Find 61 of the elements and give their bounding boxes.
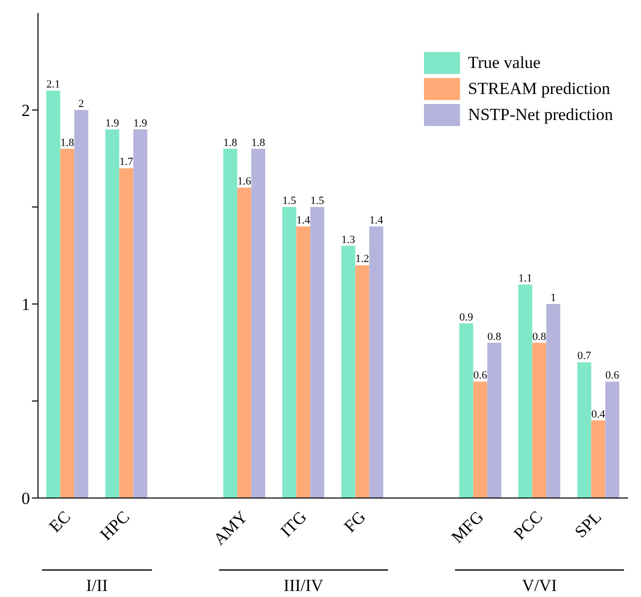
data-label: 0.7 [577, 350, 592, 362]
legend-label: NSTP-Net prediction [468, 105, 613, 125]
data-label: 2.1 [46, 78, 60, 91]
x-tick-label: ITG [276, 507, 310, 541]
x-tick-label: FG [340, 507, 370, 536]
bar [105, 129, 120, 498]
data-label: 1.1 [518, 272, 532, 285]
data-label: 1.2 [355, 253, 370, 266]
bar [223, 148, 238, 498]
bar [518, 284, 532, 498]
bar [546, 304, 560, 498]
bar [60, 148, 74, 498]
bar [355, 265, 370, 498]
bar [605, 382, 620, 498]
data-label: 0.8 [487, 330, 502, 343]
data-label: 0.9 [459, 311, 474, 324]
data-label: 1.5 [282, 195, 297, 207]
data-label: 1.8 [223, 136, 238, 149]
text: V/VI [522, 576, 558, 595]
data-label: 1.6 [237, 176, 252, 188]
data-label: 2 [78, 98, 84, 110]
legend-label: True value [468, 53, 541, 73]
data-label: 1.4 [296, 214, 311, 226]
bar [310, 207, 324, 498]
bar [473, 382, 488, 498]
data-label: 1.3 [341, 234, 356, 246]
bar [74, 110, 88, 498]
y-tick-label: 0 [22, 489, 30, 508]
data-label: 0.6 [605, 370, 620, 382]
bar [591, 420, 606, 498]
data-label: 1.8 [60, 136, 75, 149]
y-tick-label: 2 [22, 101, 30, 120]
y-tick-label: 1 [22, 295, 30, 314]
data-label: 1.4 [369, 214, 384, 226]
x-tick-label: EC [45, 507, 74, 536]
legend-label: STREAM prediction [468, 79, 610, 99]
bar [459, 323, 474, 498]
bar [341, 246, 356, 498]
data-label: 0.4 [591, 408, 606, 420]
bar [133, 129, 148, 498]
text: III/IV [284, 576, 324, 595]
data-label: 0.6 [473, 370, 488, 382]
data-label: 1.9 [133, 117, 148, 130]
bar [119, 168, 134, 498]
bar [296, 226, 310, 498]
bar [251, 148, 266, 498]
x-tick-label: SPL [571, 507, 606, 542]
bar [369, 226, 384, 498]
bar [532, 342, 546, 498]
bar [46, 90, 60, 498]
data-label: 1 [550, 292, 556, 304]
data-label: 1.5 [310, 195, 325, 207]
bar [577, 362, 592, 498]
data-label: 1.7 [119, 156, 134, 168]
data-label: 1.9 [105, 117, 120, 130]
data-label: 0.8 [532, 330, 547, 343]
bar [237, 188, 252, 498]
bar [282, 207, 296, 498]
bar [487, 342, 502, 498]
data-label: 1.8 [251, 136, 266, 149]
text: I/II [86, 576, 108, 595]
